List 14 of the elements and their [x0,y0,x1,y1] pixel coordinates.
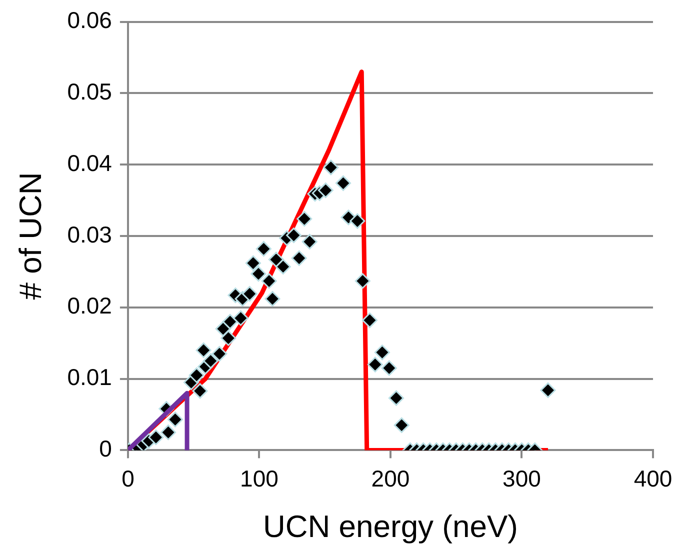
x-tick-label: 100 [240,465,278,492]
x-tick-label: 200 [371,465,410,492]
y-tick-label: 0.03 [67,221,112,248]
y-tick-label: 0.04 [67,150,112,176]
y-axis-title: # of UCN [13,172,48,300]
x-axis-title: UCN energy (neV) [262,508,518,544]
x-tick-label: 0 [122,465,134,492]
x-tick-label: 300 [502,465,541,492]
x-tick-label: 400 [634,465,672,492]
y-tick-label: 0.06 [67,7,112,34]
y-tick-label: 0.02 [67,292,112,319]
y-tick-label: 0 [99,436,112,462]
y-tick-label: 0.05 [67,78,112,105]
y-tick-label: 0.01 [67,364,112,390]
